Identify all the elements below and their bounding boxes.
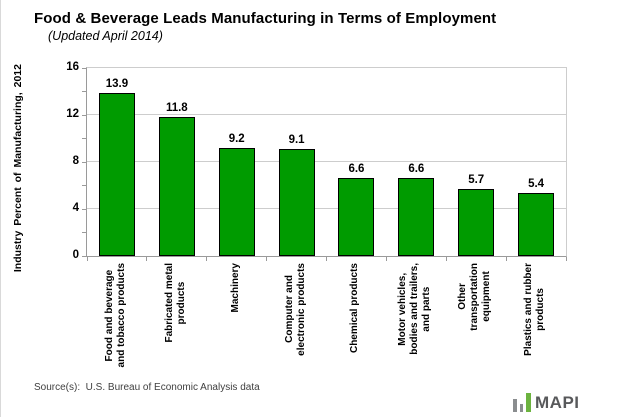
bar [338, 178, 375, 256]
plot-area: 13.9 11.8 9.2 9.1 6.6 6.6 5.7 5.4 [82, 67, 567, 261]
y-tick-label: 0 [72, 249, 79, 261]
y-tick-label: 12 [66, 108, 79, 120]
bar-slot: 11.8 [147, 68, 207, 256]
bar [278, 149, 315, 256]
x-tick-mark [565, 257, 567, 261]
bar-slot: 9.2 [207, 68, 267, 256]
bar-slot: 6.6 [327, 68, 387, 256]
y-tick-mark [82, 114, 86, 116]
x-label-slot: Other transportation equipment [445, 263, 505, 375]
x-label-slot: Fabricated metal products [146, 263, 206, 375]
chart-subtitle: (Updated April 2014) [48, 29, 163, 43]
bar-slot: 5.7 [446, 68, 506, 256]
value-label: 9.2 [228, 132, 245, 145]
x-tick-mark [146, 257, 148, 261]
bar-slot: 9.1 [267, 68, 327, 256]
bar-slot: 6.6 [386, 68, 446, 256]
x-category-label: Machinery [229, 263, 241, 313]
y-tick-mark [82, 185, 86, 186]
y-tick-label: 4 [72, 202, 79, 214]
x-category-label: Computer and electronic products [283, 263, 307, 356]
bar [98, 92, 135, 256]
bar-slot: 5.4 [506, 68, 566, 256]
x-category-label: Other transportation equipment [457, 263, 493, 331]
x-tick-mark [206, 257, 208, 261]
x-category-label: Fabricated metal products [163, 263, 187, 343]
x-category-label: Motor vehicles, bodies and trailers, and… [397, 263, 433, 355]
x-label-slot: Chemical products [326, 263, 386, 375]
bar-slot: 13.9 [87, 68, 147, 256]
gridline [87, 114, 566, 115]
value-label: 9.1 [288, 134, 305, 147]
value-label: 13.9 [105, 77, 129, 90]
y-tick-mark [82, 91, 86, 92]
x-tick-mark [86, 257, 88, 261]
x-label-slot: Motor vehicles, bodies and trailers, and… [385, 263, 445, 375]
x-category-label: Plastics and rubber products [523, 263, 547, 356]
logo-bar-chart-icon [520, 404, 523, 412]
x-label-slot: Machinery [206, 263, 266, 375]
x-label-slot: Plastics and rubber products [505, 263, 565, 375]
value-label: 6.6 [348, 163, 365, 176]
logo-bar-chart-icon [526, 393, 531, 412]
bar [518, 192, 555, 256]
x-label-slot: Computer and electronic products [266, 263, 326, 375]
x-tick-mark [385, 257, 387, 261]
bar [158, 117, 195, 256]
y-tick-mark [82, 161, 86, 163]
y-tick-mark [82, 208, 86, 210]
x-tick-mark [505, 257, 507, 261]
value-label: 5.7 [468, 174, 485, 187]
value-label: 11.8 [165, 102, 188, 115]
x-tick-mark [445, 257, 447, 261]
value-label: 5.4 [528, 177, 545, 190]
x-tick-mark [266, 257, 268, 261]
x-category-label: Chemical products [349, 263, 361, 354]
y-tick-label: 8 [72, 155, 79, 167]
x-label-slot: Food and beverage and tobacco products [86, 263, 146, 375]
gridline [87, 161, 566, 162]
source-note: Source(s): U.S. Bureau of Economic Analy… [34, 382, 260, 393]
x-axis-labels: Food and beverage and tobacco products Fa… [86, 263, 565, 375]
y-axis-tick-labels: 0 4 8 12 16 [49, 61, 79, 261]
y-tick-mark [82, 138, 86, 139]
gridline [87, 208, 566, 209]
x-category-label: Food and beverage and tobacco products [103, 263, 127, 368]
bar [458, 189, 495, 256]
value-label: 6.6 [408, 163, 425, 176]
bar [218, 147, 255, 256]
x-tick-mark [326, 257, 327, 261]
bar [398, 178, 435, 256]
logo-bar-chart-icon [513, 399, 517, 412]
y-axis-title: Industry Percent of Manufacturing, 2012 [12, 64, 24, 273]
y-tick-label: 16 [66, 61, 79, 73]
bars-row: 13.9 11.8 9.2 9.1 6.6 6.6 5.7 5.4 [87, 68, 566, 256]
y-tick-mark [82, 232, 86, 233]
logo-text: MAPI [535, 393, 580, 412]
y-tick-mark [82, 67, 86, 69]
y-tick-mark [82, 255, 86, 257]
mapi-logo: MAPI [513, 389, 580, 412]
chart-title: Food & Beverage Leads Manufacturing in T… [34, 10, 497, 27]
